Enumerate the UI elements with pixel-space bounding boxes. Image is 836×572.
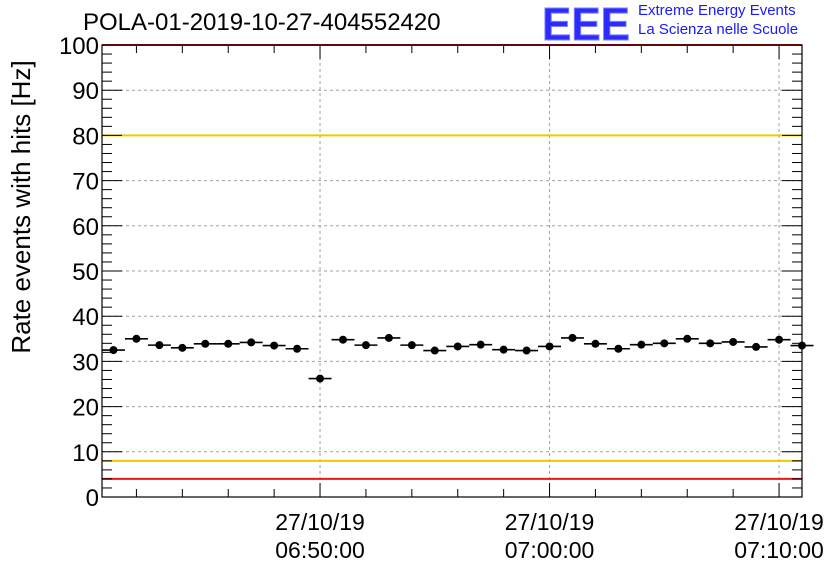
- data-point: [430, 346, 439, 355]
- logo-caption: Extreme Energy Events La Scienza nelle S…: [638, 1, 798, 39]
- logo-line-2: La Scienza nelle Scuole: [638, 21, 799, 38]
- data-point: [729, 337, 738, 346]
- y-tick-label: 0: [86, 485, 99, 512]
- eee-logo: EEE: [542, 0, 631, 46]
- data-point: [270, 341, 279, 350]
- data-point: [706, 339, 715, 348]
- y-tick-label: 50: [72, 259, 99, 286]
- data-point: [293, 344, 302, 353]
- data-point: [338, 335, 347, 344]
- data-point: [384, 333, 393, 342]
- x-tick-date-label: 27/10/19: [275, 509, 365, 535]
- data-point: [361, 341, 370, 350]
- y-tick-label: 80: [72, 123, 99, 150]
- x-tick-date-label: 27/10/19: [505, 509, 595, 535]
- data-point: [798, 341, 806, 350]
- data-point: [407, 341, 416, 350]
- data-point: [155, 341, 164, 350]
- y-axis-label: Rate events with hits [Hz]: [6, 60, 36, 353]
- data-point: [247, 338, 256, 347]
- y-tick-label: 90: [72, 78, 99, 105]
- x-tick-time-label: 07:10:00: [734, 537, 824, 563]
- eee-logo-letters: EEE: [542, 0, 630, 46]
- y-tick-label: 60: [72, 214, 99, 241]
- y-tick-label: 100: [59, 33, 99, 60]
- data-point: [109, 346, 118, 355]
- x-tick-time-label: 06:50:00: [275, 537, 365, 563]
- data-point: [568, 333, 577, 342]
- data-point: [201, 339, 210, 348]
- y-tick-label: 10: [72, 440, 99, 467]
- chart-title: POLA-01-2019-10-27-404552420: [83, 9, 441, 36]
- y-tick-label: 40: [72, 304, 99, 331]
- data-point: [591, 339, 600, 348]
- data-point: [775, 335, 784, 344]
- y-tick-label: 20: [72, 395, 99, 422]
- data-point: [178, 343, 187, 352]
- data-point: [476, 340, 485, 349]
- y-tick-label: 30: [72, 349, 99, 376]
- grid-lines: [102, 45, 802, 497]
- data-point: [683, 334, 692, 343]
- logo-line-1: Extreme Energy Events: [638, 2, 796, 19]
- x-tick-time-label: 07:00:00: [505, 537, 595, 563]
- data-point: [545, 342, 554, 351]
- y-tick-label: 70: [72, 169, 99, 196]
- data-series: [102, 333, 814, 383]
- data-point: [132, 334, 141, 343]
- data-point: [637, 340, 646, 349]
- data-point: [752, 342, 761, 351]
- data-point: [660, 339, 669, 348]
- data-point: [316, 374, 325, 383]
- data-point: [224, 339, 233, 348]
- axes: 010203040506070809010027/10/1906:50:0027…: [59, 33, 824, 563]
- reference-lines: [102, 44, 802, 480]
- data-point: [522, 346, 531, 355]
- data-point: [499, 345, 508, 354]
- x-tick-date-label: 27/10/19: [734, 509, 824, 535]
- data-point: [614, 344, 623, 353]
- data-point: [453, 342, 462, 351]
